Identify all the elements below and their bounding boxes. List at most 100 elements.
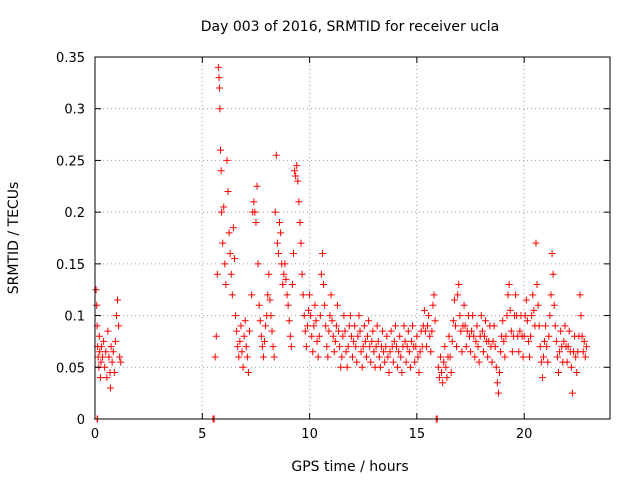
data-point [578,332,586,340]
data-point [343,363,351,371]
data-point [380,348,388,356]
data-point [521,312,529,320]
data-point [291,167,299,175]
y-tick-label: 0.05 [56,361,85,376]
data-point [390,337,398,345]
y-tick-label: 0.35 [56,51,85,66]
data-point [286,332,294,340]
data-point [105,353,113,361]
data-point [582,343,590,351]
data-point [497,348,505,356]
data-point [329,332,337,340]
data-point [353,358,361,366]
data-point [96,348,104,356]
data-point [246,327,253,335]
data-point [376,363,384,371]
data-point [244,368,252,376]
data-point [479,348,487,356]
data-point [101,363,109,371]
data-point [544,358,552,366]
data-point [421,327,429,335]
data-point [461,322,469,330]
data-point [442,363,450,371]
data-point [306,291,314,299]
data-point [551,322,559,330]
data-point [331,337,339,345]
data-point [289,250,297,258]
data-point [491,343,499,351]
data-point [350,337,358,345]
data-point [239,363,247,371]
data-point [426,332,434,340]
data-point [320,281,328,289]
data-point [381,358,389,366]
axis-ticks [94,56,610,420]
data-point [452,322,459,330]
data-point [93,301,101,309]
data-point [277,229,285,237]
data-point [114,296,122,304]
data-point [448,337,456,345]
data-point [243,353,251,361]
data-points [92,63,590,423]
data-point [530,306,538,314]
data-point [116,353,124,361]
data-point [295,198,303,206]
data-point [515,348,523,356]
data-point [439,379,447,387]
data-point [364,332,372,340]
data-point [526,353,534,361]
data-point [287,343,295,351]
data-point [218,208,226,216]
data-point [233,327,241,335]
x-tick-label: 20 [516,427,533,442]
data-point [550,301,558,309]
data-point [436,353,444,361]
data-point [327,291,335,299]
data-point [356,327,364,335]
data-point [384,353,392,361]
data-point [538,374,546,382]
data-point [251,208,259,216]
data-point [354,332,362,340]
data-point [524,337,532,345]
data-point [373,322,381,330]
data-point [396,332,404,340]
data-point [298,270,306,278]
data-point [450,296,458,304]
data-point [232,312,240,320]
data-point [352,343,360,351]
data-point [565,327,573,335]
data-point [546,312,554,320]
data-point [355,312,363,320]
data-point [507,327,515,335]
data-point [493,379,501,387]
data-point [321,301,329,309]
data-point [413,332,421,340]
data-point [337,363,345,371]
data-point [449,317,457,325]
data-point [338,353,346,361]
data-point [215,74,223,82]
data-point [555,368,562,376]
data-point [219,239,227,247]
data-point [549,270,557,278]
data-point [580,337,588,345]
data-point [269,343,277,351]
data-point [445,332,453,340]
data-point [468,327,476,335]
data-point [495,368,503,376]
data-point [359,343,367,351]
data-point [100,337,108,345]
data-point [267,312,275,320]
data-point [458,348,466,356]
plot-frame [94,56,611,420]
data-point [266,296,274,304]
data-point [383,332,391,340]
data-point [361,337,369,345]
data-point [577,312,585,320]
data-point [474,343,482,351]
data-point [543,343,551,351]
data-point [265,270,273,278]
